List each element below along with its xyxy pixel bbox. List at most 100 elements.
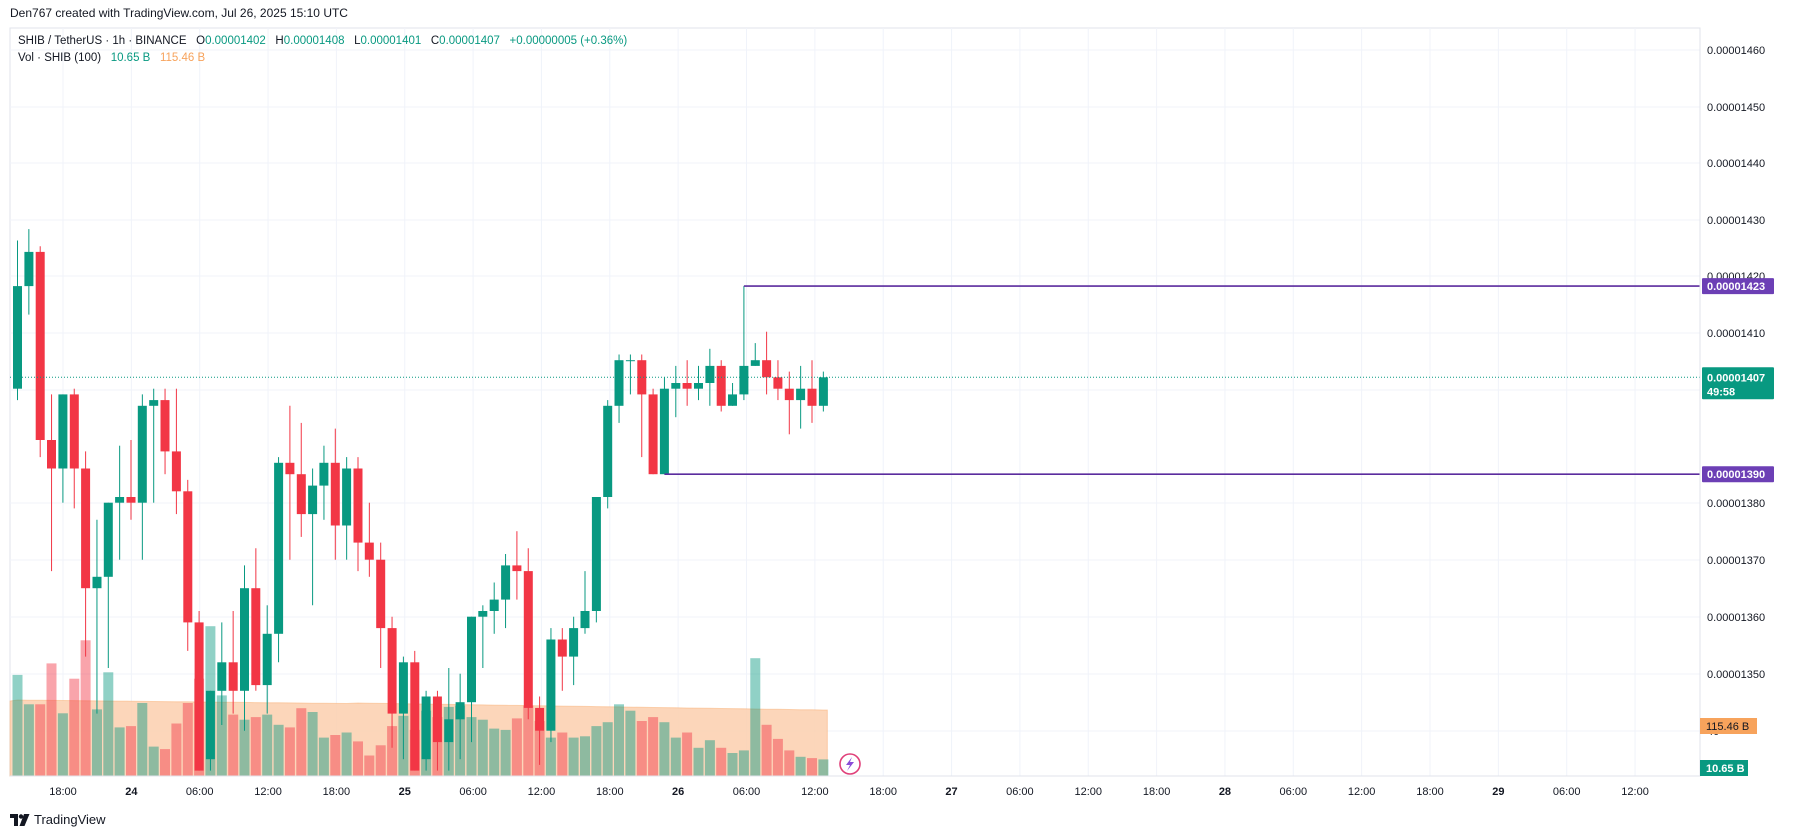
candle-body bbox=[262, 633, 272, 686]
candle-body bbox=[171, 451, 181, 492]
x-tick-label: 12:00 bbox=[1621, 786, 1649, 798]
candle-body bbox=[387, 628, 397, 714]
price-badges: 0.00001423 0.00001390 0.00001407 49:58 115.4… bbox=[1700, 278, 1774, 776]
volume-bar bbox=[69, 678, 80, 776]
candle-body bbox=[773, 377, 783, 389]
horizontal-levels[interactable] bbox=[10, 285, 1700, 476]
candle-body bbox=[47, 440, 56, 469]
candle-body bbox=[682, 383, 692, 389]
volume-bar bbox=[625, 710, 636, 776]
x-tick-label: 18:00 bbox=[1143, 786, 1171, 798]
volume-bar bbox=[614, 704, 624, 776]
candle-body bbox=[308, 485, 318, 515]
y-tick-label: 0.00001360 bbox=[1707, 612, 1765, 624]
volume-bar bbox=[341, 732, 352, 776]
candlesticks bbox=[13, 229, 828, 771]
volume-bar bbox=[602, 722, 613, 776]
volume-bar bbox=[670, 737, 681, 776]
volume-bar bbox=[716, 747, 727, 776]
current-price-badge bbox=[1702, 367, 1774, 400]
candle-body bbox=[659, 388, 669, 475]
candle-body bbox=[126, 497, 136, 503]
candle-body bbox=[796, 388, 806, 401]
volume-badge bbox=[1700, 760, 1748, 776]
candle-body bbox=[410, 662, 420, 771]
volume-bar bbox=[545, 737, 556, 776]
volume-bar bbox=[126, 726, 136, 776]
tradingview-brand[interactable]: TradingView bbox=[10, 812, 106, 827]
volume-bar bbox=[273, 724, 284, 776]
candle-body bbox=[376, 559, 386, 629]
volume-bar bbox=[500, 729, 511, 776]
x-tick-label: 18:00 bbox=[49, 786, 77, 798]
bar-countdown-label: 49:58 bbox=[1707, 386, 1735, 398]
x-tick-label: 18:00 bbox=[1416, 786, 1444, 798]
candle-body bbox=[444, 719, 454, 743]
symbol-label[interactable]: SHIB / TetherUS · 1h · BINANCE bbox=[18, 35, 187, 47]
candle-body bbox=[648, 394, 658, 475]
volume-bar bbox=[182, 703, 193, 776]
candle-body bbox=[69, 394, 79, 469]
x-tick-label: 06:00 bbox=[1006, 786, 1034, 798]
volume-bar bbox=[171, 723, 182, 776]
candle-body bbox=[149, 400, 159, 406]
candle-body bbox=[183, 491, 193, 623]
candle-body bbox=[716, 365, 726, 406]
price-axis[interactable]: 0.00001460 0.00001450 0.00001440 0.00001430… bbox=[1699, 28, 1765, 776]
candle-body bbox=[421, 696, 431, 760]
y-tick-label: 0.00001460 bbox=[1707, 45, 1765, 57]
brand-name: TradingView bbox=[34, 812, 106, 827]
x-tick-label: 12:00 bbox=[254, 786, 282, 798]
volume-badge-label: 10.65 B bbox=[1706, 763, 1745, 775]
y-tick-label: 0.00001450 bbox=[1707, 102, 1765, 114]
candle-body bbox=[398, 662, 408, 714]
volume-bar bbox=[591, 726, 602, 776]
volume-bar bbox=[704, 740, 715, 776]
volume-bar bbox=[636, 721, 647, 776]
volume-bar bbox=[330, 735, 341, 776]
volume-bar bbox=[92, 709, 102, 776]
candle-body bbox=[137, 405, 147, 503]
volume-ma-value: 115.46 B bbox=[159, 52, 206, 64]
candle-body bbox=[614, 360, 624, 406]
level-price-label: 0.00001390 bbox=[1707, 469, 1765, 481]
low-value: 0.00001401 bbox=[360, 35, 422, 47]
volume-ma-badge bbox=[1700, 718, 1757, 734]
time-axis[interactable]: 18:00 24 06:00 12:00 18:00 25 06:00 12:00 18:00 2… bbox=[10, 775, 1700, 798]
x-tick-label: 12:00 bbox=[1074, 786, 1102, 798]
candle-body bbox=[569, 628, 579, 657]
volume-bar bbox=[489, 728, 500, 776]
candle-body bbox=[784, 388, 794, 401]
candle-body bbox=[319, 462, 329, 486]
candle-body bbox=[671, 383, 681, 389]
chart-legend: SHIB / TetherUS · 1h · BINANCE O0.000014… bbox=[18, 33, 627, 67]
replay-icon[interactable] bbox=[839, 753, 861, 775]
volume-bar bbox=[375, 745, 386, 776]
volume-bar bbox=[727, 753, 738, 776]
candle-body bbox=[557, 639, 567, 657]
candle-body bbox=[240, 588, 249, 691]
candle-body bbox=[523, 571, 533, 708]
x-tick-label: 06:00 bbox=[459, 786, 487, 798]
candle-body bbox=[591, 497, 601, 611]
x-tick-label: 12:00 bbox=[528, 786, 556, 798]
candle-body bbox=[58, 394, 68, 469]
candle-body bbox=[364, 542, 374, 560]
volume-label[interactable]: Vol · SHIB (100) bbox=[18, 52, 102, 64]
volume-bar bbox=[12, 674, 23, 776]
volume-bar bbox=[738, 750, 749, 776]
candle-body bbox=[81, 468, 91, 589]
volume-bar bbox=[284, 727, 295, 776]
candle-body bbox=[103, 502, 113, 577]
candle-body bbox=[251, 588, 261, 686]
chart-grid bbox=[9, 27, 1701, 777]
candle-body bbox=[467, 616, 476, 703]
x-tick-label: 12:00 bbox=[801, 786, 829, 798]
volume-bar bbox=[750, 658, 761, 776]
candle-body bbox=[35, 251, 45, 440]
volume-bar bbox=[239, 719, 250, 776]
volume-bar bbox=[568, 737, 579, 776]
x-tick-label: 06:00 bbox=[1280, 786, 1308, 798]
candle-body bbox=[115, 497, 125, 503]
